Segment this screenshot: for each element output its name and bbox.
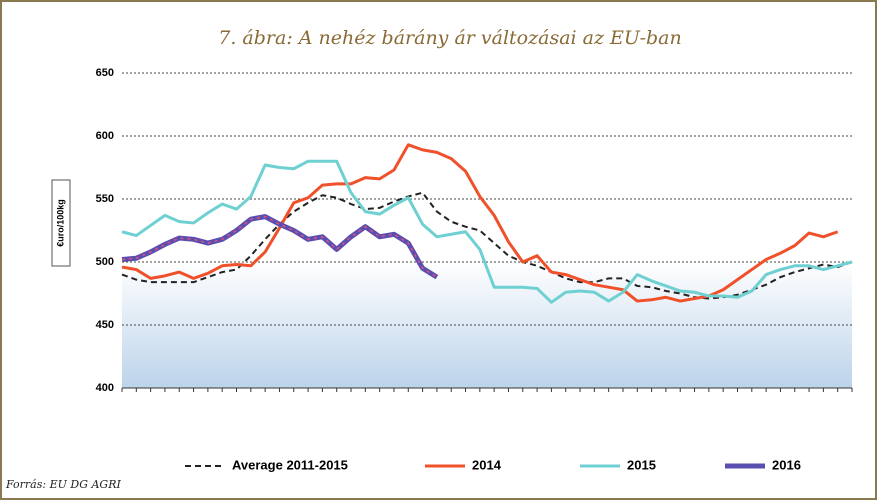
y-label-box: [51, 179, 71, 267]
y-tick-label: 600: [96, 130, 114, 142]
source: Forrás: EU DG AGRI: [5, 478, 121, 491]
y-tick-label: 550: [96, 193, 114, 205]
legend-label: 2014: [472, 457, 502, 472]
y-tick-label: 400: [96, 382, 114, 394]
y-tick-label: 650: [96, 67, 114, 79]
y-tick-label: 450: [96, 319, 114, 331]
legend-label: Average 2011-2015: [232, 457, 348, 472]
legend-label: 2015: [627, 457, 656, 472]
chart-title: 7. ábra: A nehéz bárány ár változásai az…: [218, 27, 681, 49]
legend-label: 2016: [772, 457, 801, 472]
series-line: [121, 159, 853, 304]
y-axis-label: €uro/100kg: [55, 199, 65, 247]
series-line: [121, 143, 839, 303]
y-tick-label: 500: [96, 256, 114, 268]
series-line-accent: [121, 215, 438, 278]
